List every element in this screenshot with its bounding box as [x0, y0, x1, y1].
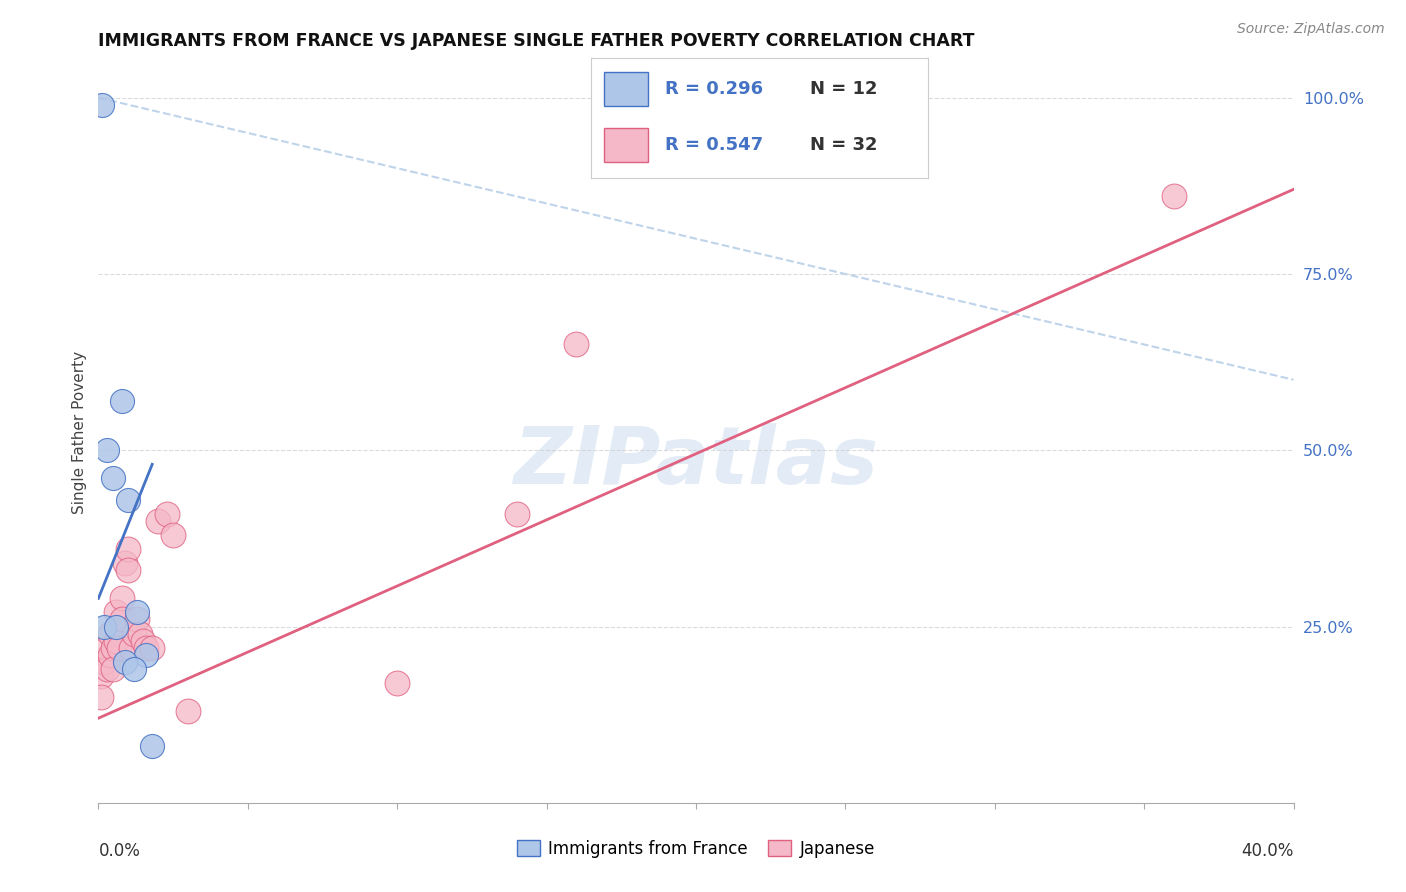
- Point: [135, 648, 157, 662]
- Legend: Immigrants from France, Japanese: Immigrants from France, Japanese: [510, 833, 882, 865]
- Point: [105, 619, 128, 633]
- Point: [111, 612, 134, 626]
- Point: [565, 337, 588, 351]
- Point: [91, 97, 114, 112]
- FancyBboxPatch shape: [605, 128, 648, 161]
- Point: [105, 606, 128, 620]
- Point: [177, 704, 200, 718]
- Point: [117, 541, 139, 556]
- Point: [98, 648, 122, 662]
- Text: R = 0.296: R = 0.296: [665, 80, 763, 98]
- FancyBboxPatch shape: [605, 72, 648, 106]
- Point: [148, 514, 170, 528]
- Point: [93, 619, 115, 633]
- Text: N = 32: N = 32: [810, 136, 877, 153]
- Point: [162, 528, 184, 542]
- Text: ZIPatlas: ZIPatlas: [513, 423, 879, 501]
- Point: [93, 655, 115, 669]
- Point: [1163, 189, 1185, 203]
- Point: [90, 669, 112, 683]
- Point: [103, 662, 125, 676]
- Point: [111, 393, 134, 408]
- Text: Source: ZipAtlas.com: Source: ZipAtlas.com: [1237, 22, 1385, 37]
- Point: [124, 662, 146, 676]
- Point: [96, 662, 118, 676]
- Point: [114, 655, 136, 669]
- Point: [96, 640, 118, 655]
- Point: [108, 640, 131, 655]
- Point: [506, 507, 529, 521]
- Point: [129, 626, 152, 640]
- Point: [385, 676, 409, 690]
- Point: [124, 626, 146, 640]
- Point: [105, 633, 128, 648]
- Point: [103, 640, 125, 655]
- Point: [96, 443, 118, 458]
- Text: IMMIGRANTS FROM FRANCE VS JAPANESE SINGLE FATHER POVERTY CORRELATION CHART: IMMIGRANTS FROM FRANCE VS JAPANESE SINGL…: [98, 32, 974, 50]
- Point: [127, 612, 149, 626]
- Point: [141, 640, 163, 655]
- Point: [111, 591, 134, 606]
- Point: [141, 739, 163, 754]
- Point: [135, 640, 157, 655]
- Y-axis label: Single Father Poverty: Single Father Poverty: [72, 351, 87, 514]
- Point: [114, 556, 136, 570]
- Point: [90, 690, 112, 704]
- Text: 40.0%: 40.0%: [1241, 841, 1294, 860]
- Point: [132, 633, 155, 648]
- Text: R = 0.547: R = 0.547: [665, 136, 763, 153]
- Point: [103, 471, 125, 485]
- Text: 0.0%: 0.0%: [98, 841, 141, 860]
- Text: N = 12: N = 12: [810, 80, 877, 98]
- Point: [120, 640, 142, 655]
- Point: [117, 563, 139, 577]
- Point: [156, 507, 179, 521]
- Point: [117, 492, 139, 507]
- Point: [98, 626, 122, 640]
- Point: [127, 606, 149, 620]
